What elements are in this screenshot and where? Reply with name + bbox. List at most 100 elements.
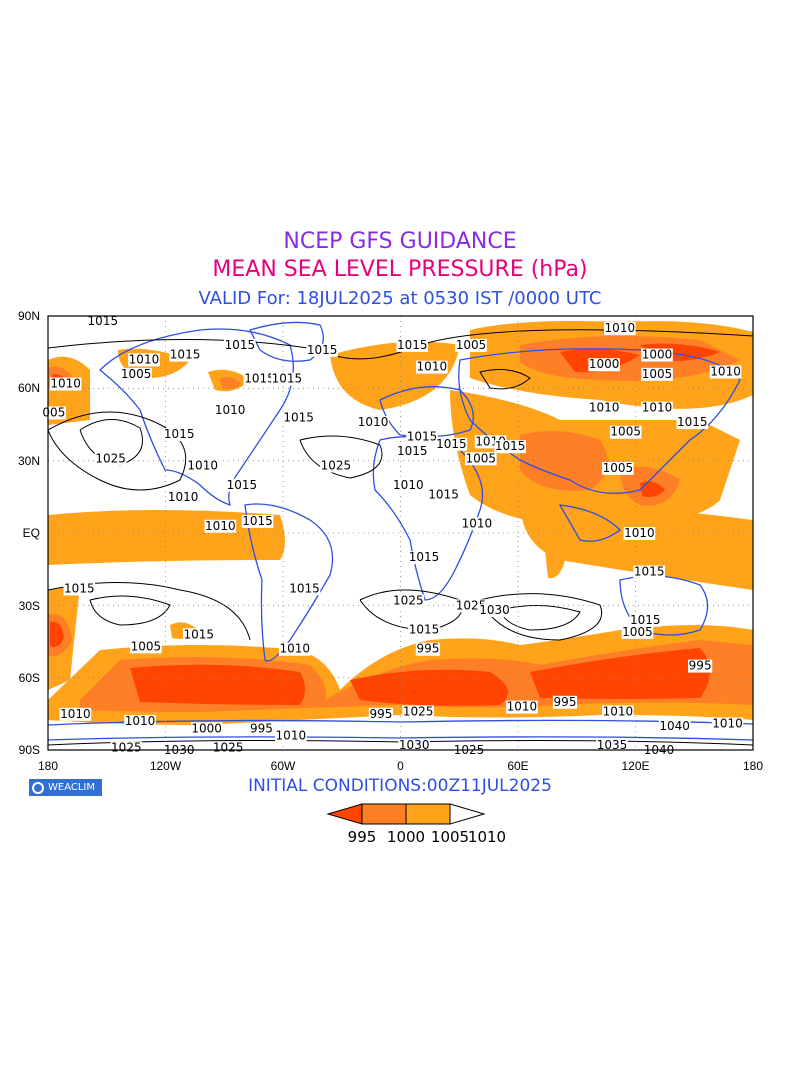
colorbar-1005-swatch xyxy=(405,803,451,825)
contour-label: 995 xyxy=(415,642,441,656)
contour-label-text: 1005 xyxy=(603,461,634,475)
contour-label-text: 1025 xyxy=(95,451,126,465)
contour-label: 1015 xyxy=(406,430,438,444)
lon-tick-180w: 180 xyxy=(38,759,58,773)
contour-label-box xyxy=(658,719,691,733)
contour-label-text: 1040 xyxy=(659,719,690,733)
contour-label-text: 995 xyxy=(554,695,577,709)
contour-label-box xyxy=(588,358,620,372)
contour-label-text: 1000 xyxy=(642,348,673,362)
contour-label-box xyxy=(629,613,662,627)
contour-label-box xyxy=(641,367,673,381)
contour-label-text: 1025 xyxy=(456,598,487,612)
contour-label-text: 1025 xyxy=(111,741,142,755)
contour-label: 1015 xyxy=(271,372,303,386)
contour-label: 1010 xyxy=(167,490,199,504)
contour-label-text: 1015 xyxy=(170,348,201,362)
contour-label: 1015 xyxy=(306,343,338,357)
contour-label-text: 1005 xyxy=(456,338,487,352)
contour-label-box xyxy=(128,353,160,367)
colorbar-label-1005: 1005 xyxy=(431,828,469,846)
contour-label: 1005 xyxy=(120,367,152,381)
contour-label: 995 xyxy=(368,707,394,721)
contour-label: 1010 xyxy=(711,716,744,731)
contour-label-box xyxy=(604,322,636,336)
contour-label-box xyxy=(621,625,654,639)
contour-label: 1005 xyxy=(621,625,654,639)
colorbar-label-1000: 1000 xyxy=(387,828,425,846)
contour-label-box xyxy=(249,722,274,736)
contour-label-text: 1030 xyxy=(399,738,430,752)
contour-label: 1010 xyxy=(392,478,425,492)
contour-label-box xyxy=(320,459,352,473)
contour-label-box xyxy=(368,707,394,721)
contour-label-text: 1010 xyxy=(168,490,199,504)
contour-label-text: 1035 xyxy=(597,738,628,752)
map-subtitle: MEAN SEA LEVEL PRESSURE (hPa) xyxy=(212,257,588,282)
contour-label-box xyxy=(212,741,244,755)
contour-label: 1005 xyxy=(602,461,634,475)
contour-label-text: 1015 xyxy=(495,439,526,453)
contour-label: 1015 xyxy=(226,478,258,492)
lat-tick-eq: EQ xyxy=(23,526,40,540)
contour-label-box xyxy=(676,416,709,430)
contour-label: 1005 xyxy=(130,639,162,654)
contour-label-text: 1015 xyxy=(428,487,459,501)
contour-label-box xyxy=(204,519,237,533)
contour-label-box xyxy=(688,659,713,673)
contour-label-text: 1015 xyxy=(164,427,195,441)
contour-label: 1015 xyxy=(224,338,256,352)
contour-label: 1015 xyxy=(676,415,709,430)
contour-label-box xyxy=(288,582,321,596)
contour-label-box xyxy=(49,377,82,391)
colorbar-label-1010: 1010 xyxy=(468,828,506,846)
contour-label: 1040 xyxy=(658,719,691,733)
contour-label: 995 xyxy=(249,721,274,736)
contour-label-text: 1015 xyxy=(184,627,215,641)
contour-label-box xyxy=(396,338,429,352)
contour-label: 1015 xyxy=(396,338,429,352)
contour-label: 1015 xyxy=(427,487,460,502)
contour-label-text: 1005 xyxy=(121,367,152,381)
contour-label: 1005 xyxy=(641,367,673,381)
contour-label-box xyxy=(392,478,425,492)
contour-label-text: 1015 xyxy=(397,338,428,352)
contour-label-text: 005 xyxy=(42,405,65,419)
contour-label-text: 1010 xyxy=(710,364,741,378)
contour-label-box xyxy=(120,367,152,381)
contour-label-text: 1000 xyxy=(589,357,620,371)
lat-tick-90n: 90N xyxy=(18,309,40,323)
contour-label-box xyxy=(190,722,223,736)
contour-label: 1030 xyxy=(398,738,431,753)
contour-label-text: 1015 xyxy=(242,514,273,528)
contour-label-box xyxy=(427,488,460,502)
contour-label: 1010 xyxy=(128,352,160,367)
contour-label-text: 1010 xyxy=(605,321,636,335)
contour-label-text: 1005 xyxy=(610,425,641,439)
lat-tick-30n: 30N xyxy=(18,454,40,468)
contour-label-box xyxy=(226,478,258,492)
contour-label-box xyxy=(186,459,219,473)
contour-label-box xyxy=(124,715,156,729)
contour-label-box xyxy=(402,705,434,719)
contour-label-text: 1015 xyxy=(244,372,275,386)
contour-label-box xyxy=(408,551,440,565)
contour-label-box xyxy=(596,739,628,753)
color-bar: 995 1000 1005 1010 xyxy=(326,803,506,846)
contour-label: 1015 xyxy=(87,314,119,328)
contour-label: 005 xyxy=(41,405,66,420)
lon-tick-60w: 60W xyxy=(271,759,296,773)
contour-label-box xyxy=(306,343,338,357)
initial-conditions: INITIAL CONDITIONS:00Z11JUL2025 xyxy=(248,776,552,796)
contour-label-text: 1015 xyxy=(289,581,320,595)
contour-label-text: 1015 xyxy=(630,613,661,627)
circle-icon xyxy=(32,781,44,794)
contour-label: 1010 xyxy=(641,401,673,415)
lon-tick-120w: 120W xyxy=(150,759,182,773)
contour-label: 1000 xyxy=(190,721,223,736)
contour-label: 1010 xyxy=(124,714,156,729)
contour-label: 1010 xyxy=(588,401,620,415)
contour-label-box xyxy=(602,461,634,475)
contour-label-box xyxy=(282,411,315,425)
